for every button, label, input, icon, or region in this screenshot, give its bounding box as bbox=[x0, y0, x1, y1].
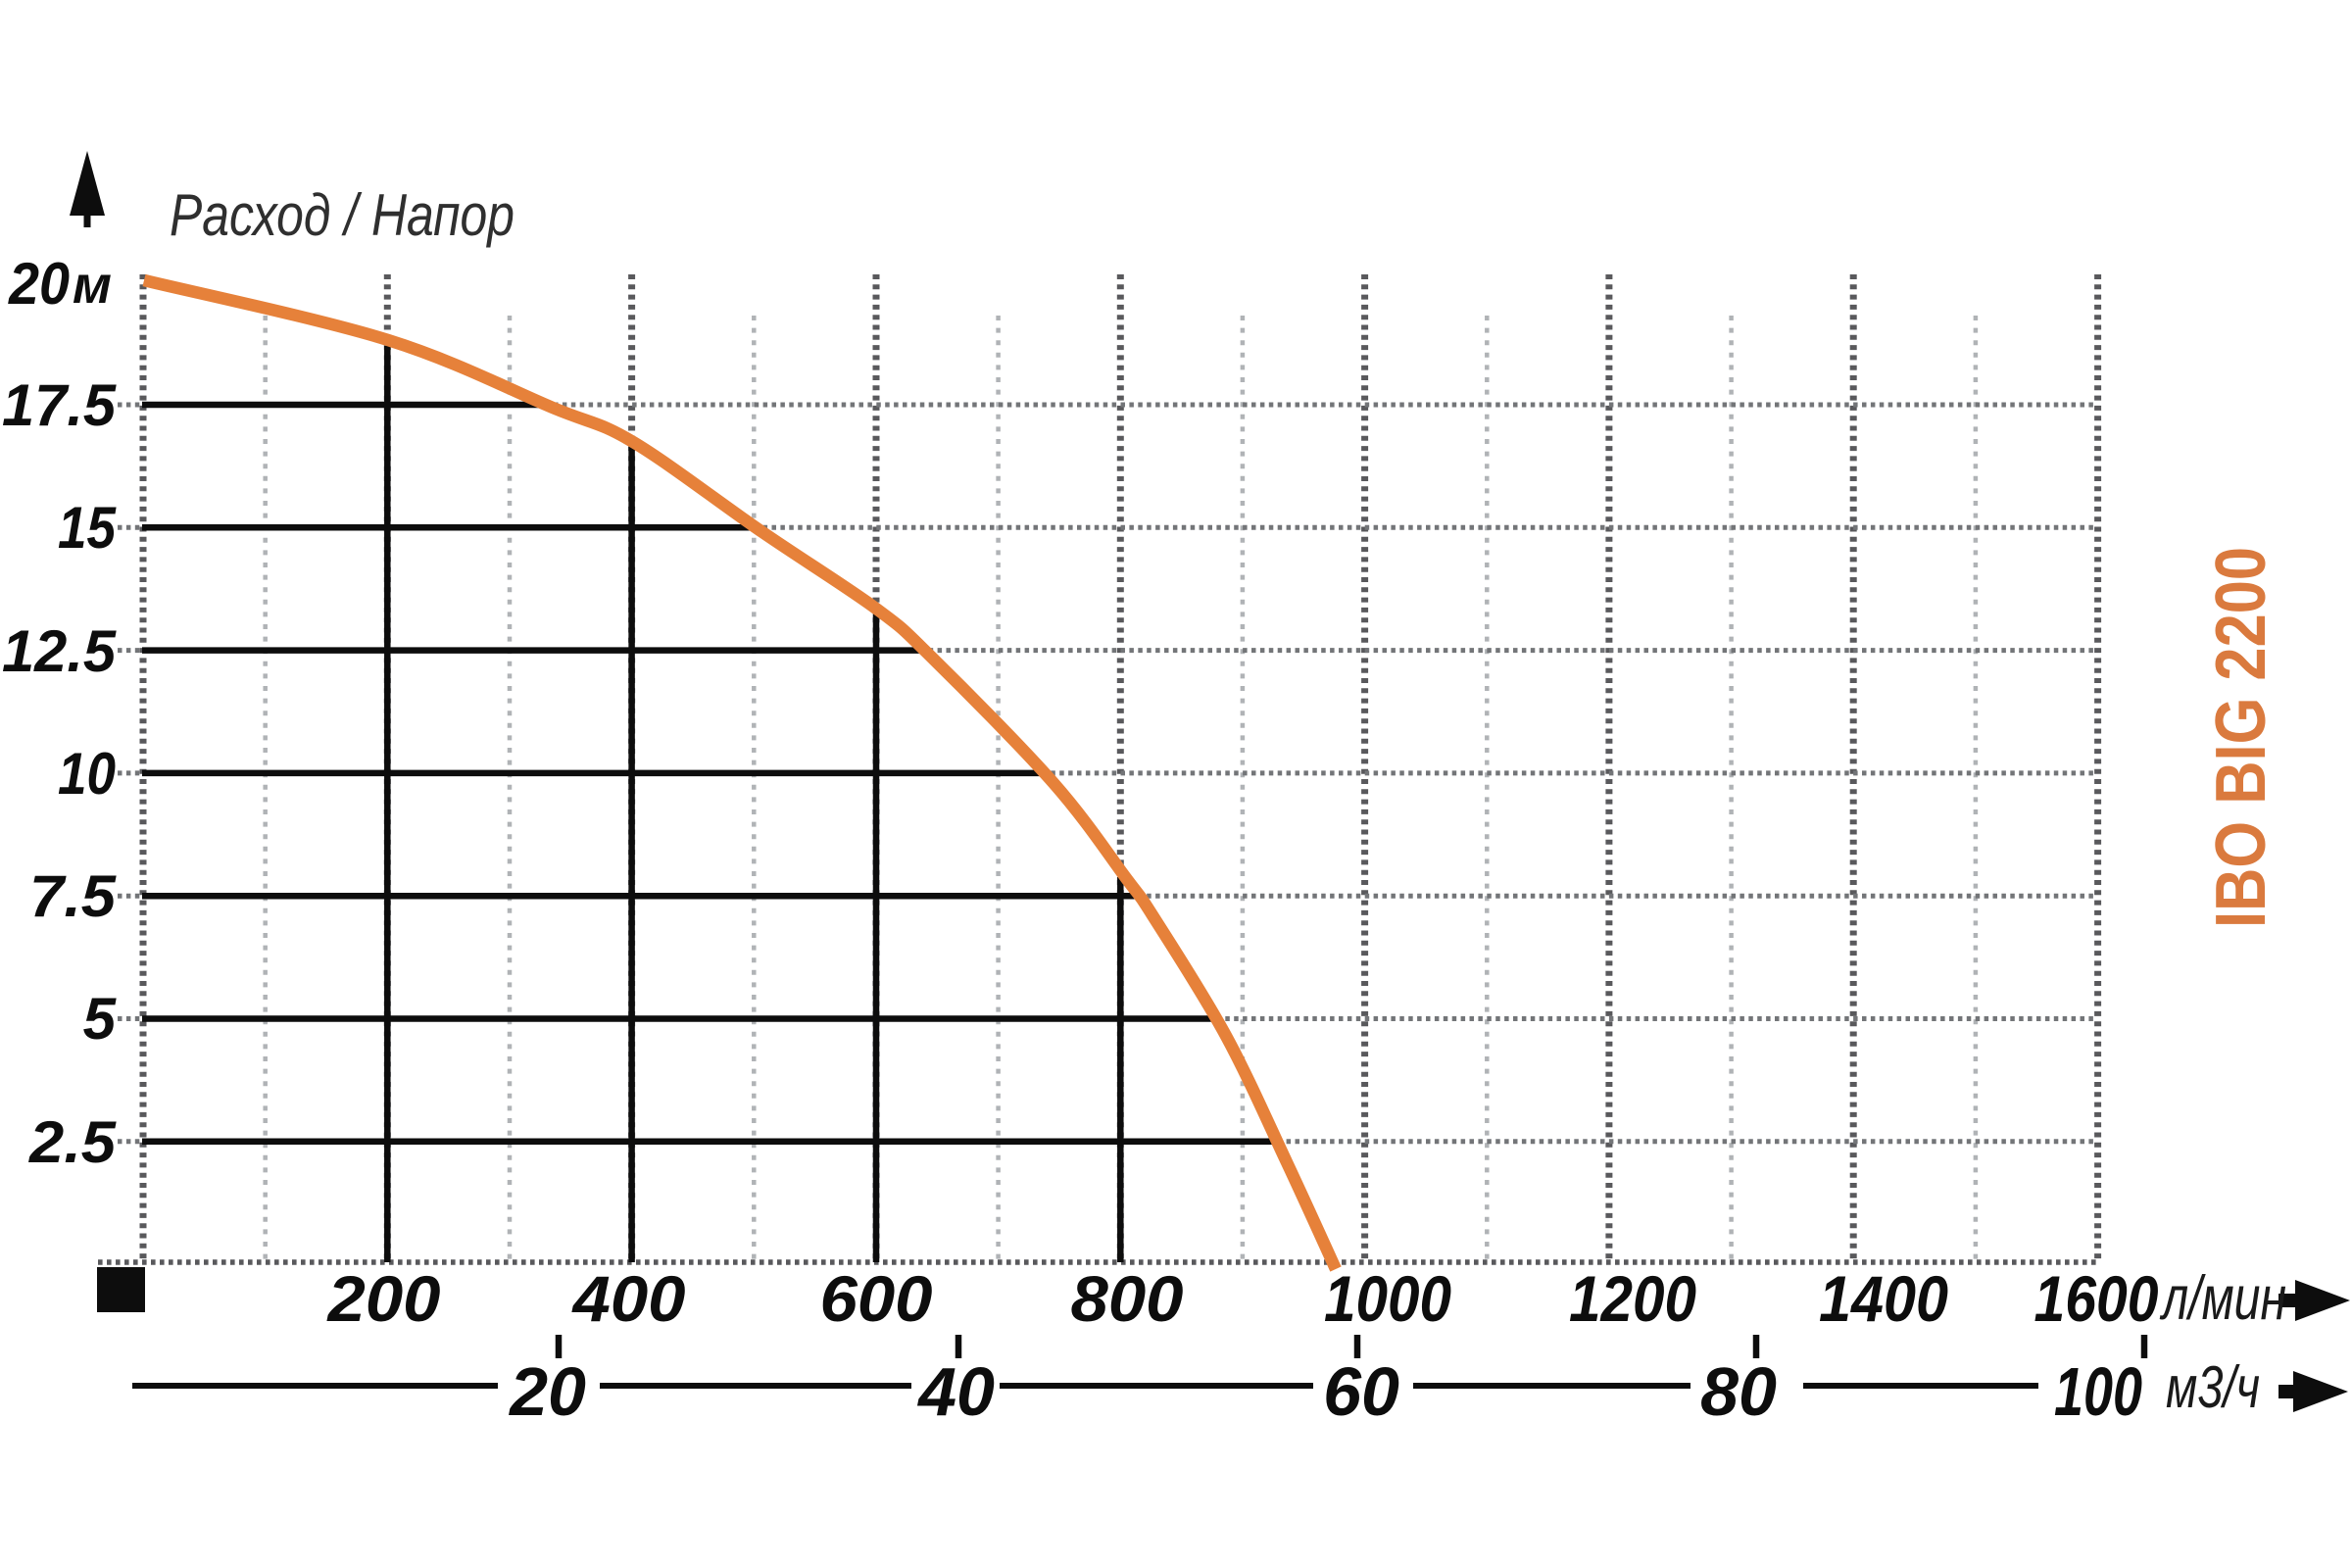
svg-text:м: м bbox=[73, 256, 112, 315]
svg-text:600: 600 bbox=[820, 1262, 933, 1335]
svg-text:1600: 1600 bbox=[2034, 1262, 2159, 1335]
svg-text:200: 200 bbox=[325, 1262, 440, 1335]
svg-text:20: 20 bbox=[8, 251, 70, 317]
svg-text:л/мин: л/мин bbox=[2159, 1264, 2286, 1333]
svg-text:1000: 1000 bbox=[1324, 1262, 1451, 1335]
svg-text:800: 800 bbox=[1071, 1262, 1184, 1335]
svg-text:1400: 1400 bbox=[1819, 1262, 1948, 1335]
svg-text:5: 5 bbox=[83, 986, 118, 1052]
svg-text:60: 60 bbox=[1323, 1353, 1399, 1430]
svg-text:7.5: 7.5 bbox=[29, 863, 118, 929]
svg-text:1200: 1200 bbox=[1569, 1262, 1696, 1335]
svg-text:2.5: 2.5 bbox=[28, 1109, 118, 1175]
svg-text:м3/ч: м3/ч bbox=[2166, 1354, 2260, 1420]
svg-text:17.5: 17.5 bbox=[2, 372, 118, 438]
svg-text:15: 15 bbox=[58, 495, 117, 561]
svg-text:100: 100 bbox=[2054, 1353, 2142, 1430]
svg-text:80: 80 bbox=[1700, 1353, 1777, 1430]
svg-text:400: 400 bbox=[570, 1262, 685, 1335]
svg-text:10: 10 bbox=[58, 741, 116, 807]
svg-text:40: 40 bbox=[916, 1353, 995, 1430]
svg-text:12.5: 12.5 bbox=[2, 618, 118, 684]
svg-text:20: 20 bbox=[508, 1353, 586, 1430]
svg-text:Расход / Напор: Расход / Напор bbox=[170, 182, 514, 248]
svg-text:IBO BIG 2200: IBO BIG 2200 bbox=[2202, 547, 2280, 928]
